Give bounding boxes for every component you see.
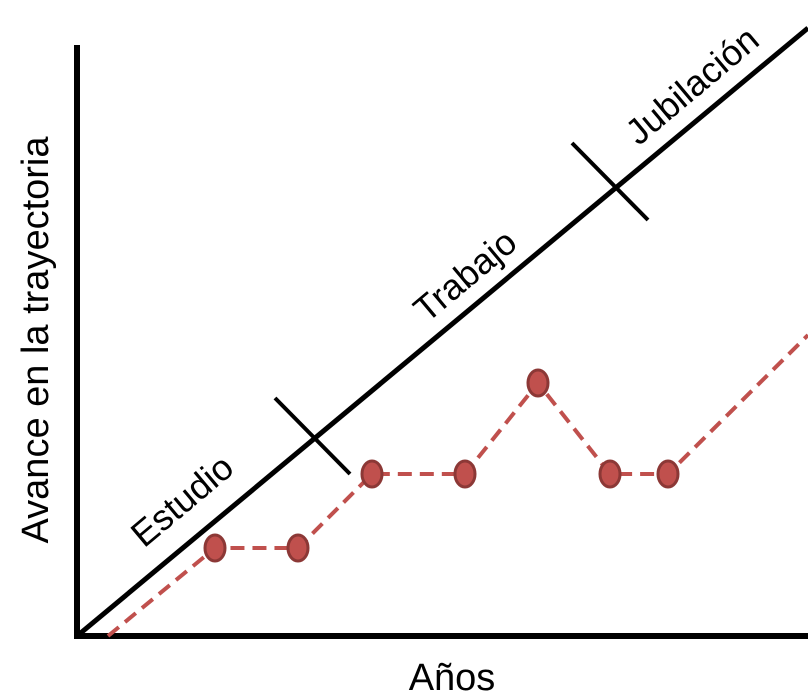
phase-label-jubilacion: Jubilación <box>617 18 766 152</box>
trajectory-marker <box>286 533 310 563</box>
trajectory-marker <box>526 368 550 398</box>
trajectory-marker <box>203 533 227 563</box>
phase-boundary-tick-2 <box>570 141 650 222</box>
trajectory-marker <box>598 459 622 489</box>
x-axis-label: Años <box>409 657 496 696</box>
trajectory-marker <box>453 459 477 489</box>
ideal-trajectory-line <box>75 26 808 638</box>
trajectory-marker <box>656 459 680 489</box>
trajectory-marker <box>360 459 384 489</box>
trajectory-markers <box>203 368 680 563</box>
y-axis-label: Avance en la trayectoria <box>15 136 57 544</box>
phase-boundary-tick-1 <box>273 396 352 476</box>
